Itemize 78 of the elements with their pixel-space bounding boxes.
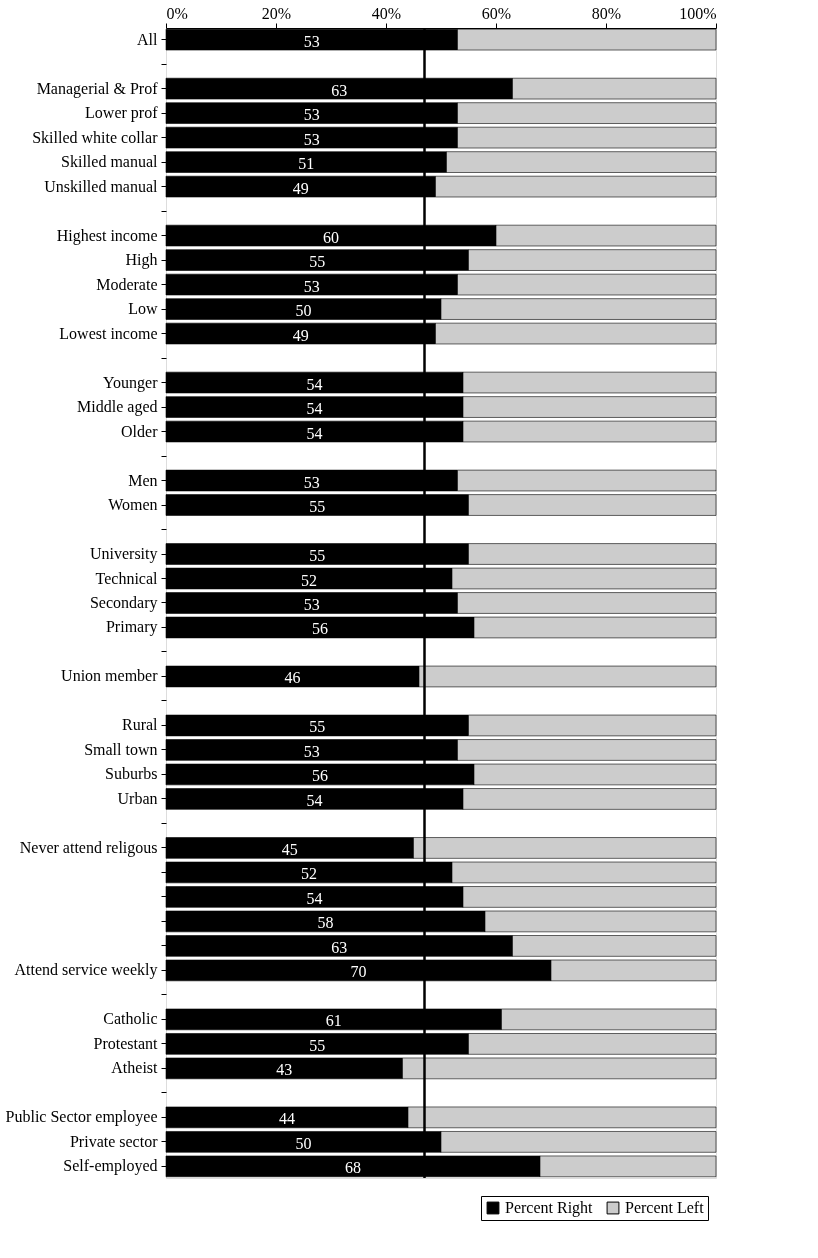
data-label: 50 (295, 302, 312, 320)
data-label: 68 (345, 1159, 361, 1177)
y-tick-label: Catholic (103, 1010, 158, 1028)
y-tick-label: Skilled white collar (32, 128, 159, 146)
y-tick-label: Attend service weekly (14, 961, 158, 980)
y-tick-label: Lower prof (85, 104, 159, 123)
y-tick-label: Small town (84, 740, 158, 758)
y-tick-label: Older (121, 422, 159, 440)
data-label: 53 (303, 130, 320, 148)
x-tick-label: 60% (481, 4, 512, 22)
data-label: 58 (317, 914, 334, 932)
y-tick-label: Men (128, 471, 158, 489)
y-tick-label: Union member (61, 667, 159, 685)
x-tick-label: 0% (166, 4, 188, 22)
y-tick-label: Suburbs (105, 765, 158, 783)
data-label: 56 (312, 620, 328, 638)
data-label: 54 (306, 424, 323, 442)
data-label: 55 (309, 547, 326, 565)
data-label: 54 (306, 375, 323, 393)
y-tick-label: Skilled manual (61, 153, 159, 171)
data-label: 52 (301, 571, 317, 589)
y-tick-label: All (137, 30, 159, 48)
x-tick-label: 40% (371, 4, 402, 22)
y-tick-label: Never attend religous (19, 838, 158, 857)
data-label: 49 (292, 326, 309, 344)
data-label: 53 (303, 596, 320, 613)
x-tick-label: 20% (261, 4, 292, 22)
legend-label: Percent Left (625, 1199, 705, 1216)
data-label: 54 (306, 889, 323, 907)
data-label: 49 (292, 179, 309, 197)
y-tick-label: Atheist (111, 1059, 159, 1077)
x-tick-label: 100% (679, 4, 717, 22)
data-label: 51 (298, 155, 315, 173)
y-tick-label: Middle aged (77, 398, 158, 417)
y-tick-label: Unskilled manual (44, 177, 159, 195)
data-label: 55 (309, 253, 326, 271)
y-tick-label: Moderate (96, 275, 158, 293)
y-tick-label: Women (108, 496, 158, 514)
data-label: 56 (312, 767, 328, 785)
y-tick-label: Lowest income (59, 324, 158, 342)
y-tick-label: Primary (105, 618, 158, 637)
y-tick-label: Secondary (89, 594, 158, 612)
y-tick-label: Protestant (93, 1034, 159, 1052)
y-tick-label: Rural (121, 716, 159, 734)
y-tick-label: Low (128, 300, 158, 318)
data-label: 53 (303, 742, 320, 760)
y-tick-label: Public Sector employee (5, 1108, 158, 1127)
data-label: 54 (306, 400, 323, 418)
data-label: 55 (309, 1036, 326, 1054)
y-tick-label: Self-employed (63, 1157, 158, 1176)
data-label: 61 (325, 1012, 342, 1030)
data-label: 55 (309, 718, 326, 736)
data-label: 60 (323, 228, 339, 246)
y-tick-label: Managerial & Prof (36, 79, 159, 98)
y-tick-label: Private sector (69, 1132, 159, 1150)
data-label: 70 (350, 963, 367, 981)
data-label: 52 (301, 865, 317, 883)
y-tick-label: High (125, 251, 158, 270)
data-label: 43 (276, 1061, 293, 1079)
x-tick-label: 80% (591, 4, 622, 22)
y-tick-label: Urban (117, 789, 158, 807)
data-label: 46 (284, 669, 301, 687)
data-label: 50 (295, 1134, 312, 1152)
data-label: 45 (281, 840, 298, 858)
y-tick-label: Highest income (56, 226, 158, 245)
legend-label: Percent Right (505, 1199, 594, 1217)
data-label: 54 (306, 791, 323, 809)
y-tick-label: University (89, 545, 158, 564)
y-tick-label: Technical (95, 569, 159, 587)
data-label: 53 (303, 473, 320, 491)
data-label: 53 (303, 32, 320, 50)
data-label: 53 (303, 106, 320, 124)
y-tick-label: Younger (103, 373, 159, 392)
data-label: 55 (309, 498, 326, 516)
data-label: 63 (331, 938, 348, 956)
data-label: 53 (303, 277, 320, 295)
data-label: 63 (331, 81, 348, 99)
data-label: 44 (279, 1110, 295, 1128)
